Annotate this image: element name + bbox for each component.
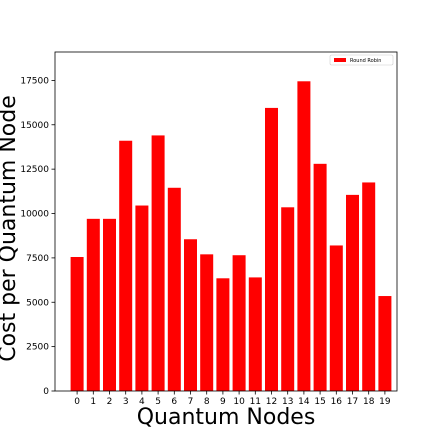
bar-node-6 [167, 187, 181, 391]
bar-node-15 [313, 163, 327, 391]
y-axis-label: Cost per Quantum Node [0, 95, 21, 362]
bar-node-14 [297, 81, 311, 391]
bar-node-17 [346, 194, 359, 391]
bar-node-1 [86, 218, 100, 391]
y-tick-label: 10000 [20, 210, 49, 220]
x-tick-label: 9 [220, 397, 226, 407]
bar-node-16 [329, 245, 343, 391]
x-tick-label: 2 [107, 397, 113, 407]
y-tick-label: 15000 [20, 121, 49, 131]
bar-node-2 [103, 218, 116, 391]
x-tick-label: 19 [379, 397, 391, 407]
x-tick-label: 4 [139, 397, 145, 407]
x-tick-label: 18 [363, 397, 375, 407]
bar-node-19 [378, 296, 392, 391]
x-tick-label: 5 [155, 397, 161, 407]
bar-node-18 [362, 182, 376, 391]
x-tick-label: 17 [347, 397, 358, 407]
bar-node-5 [151, 135, 165, 391]
y-tick-label: 0 [43, 387, 49, 397]
bar-node-8 [200, 254, 214, 391]
bar-node-10 [232, 255, 246, 391]
x-tick-label: 11 [250, 397, 261, 407]
x-tick-label: 15 [314, 397, 325, 407]
plot-frame [54, 51, 398, 392]
y-tick-label: 12500 [20, 165, 49, 175]
x-tick-label: 1 [90, 397, 96, 407]
bar-node-3 [119, 140, 133, 391]
bar-node-7 [184, 239, 197, 391]
legend: Round Robin [329, 54, 394, 66]
bar-node-9 [216, 278, 230, 391]
bar-node-11 [248, 277, 262, 391]
legend-box [329, 54, 394, 66]
x-axis-ticks: 0 1 2 3 4 5 6 7 8 9 10 11 12 13 14 15 16 17 18 19 [74, 391, 391, 407]
y-tick-label: 17500 [20, 76, 49, 86]
x-tick-label: 0 [74, 397, 80, 407]
bar-node-12 [265, 107, 278, 391]
x-tick-label: 3 [123, 397, 129, 407]
x-tick-label: 8 [204, 397, 210, 407]
bar-node-4 [135, 205, 149, 391]
y-tick-label: 7500 [26, 254, 49, 264]
y-tick-label: 5000 [26, 298, 49, 308]
x-tick-label: 6 [171, 397, 177, 407]
legend-swatch [334, 58, 346, 62]
x-tick-label: 7 [188, 397, 194, 407]
legend-label: Round Robin [350, 58, 381, 64]
bars-group [70, 81, 392, 391]
bar-node-0 [70, 257, 84, 391]
x-tick-label: 12 [266, 397, 277, 407]
x-tick-label: 10 [233, 397, 245, 407]
x-tick-label: 16 [331, 397, 343, 407]
x-tick-label: 14 [298, 397, 310, 407]
x-tick-label: 13 [282, 397, 293, 407]
bar-node-13 [281, 207, 295, 391]
y-axis-ticks: 0 2500 5000 7500 10000 12500 15000 17500 [20, 76, 55, 397]
y-tick-label: 2500 [26, 343, 49, 353]
x-axis-label: Quantum Nodes [137, 405, 316, 430]
